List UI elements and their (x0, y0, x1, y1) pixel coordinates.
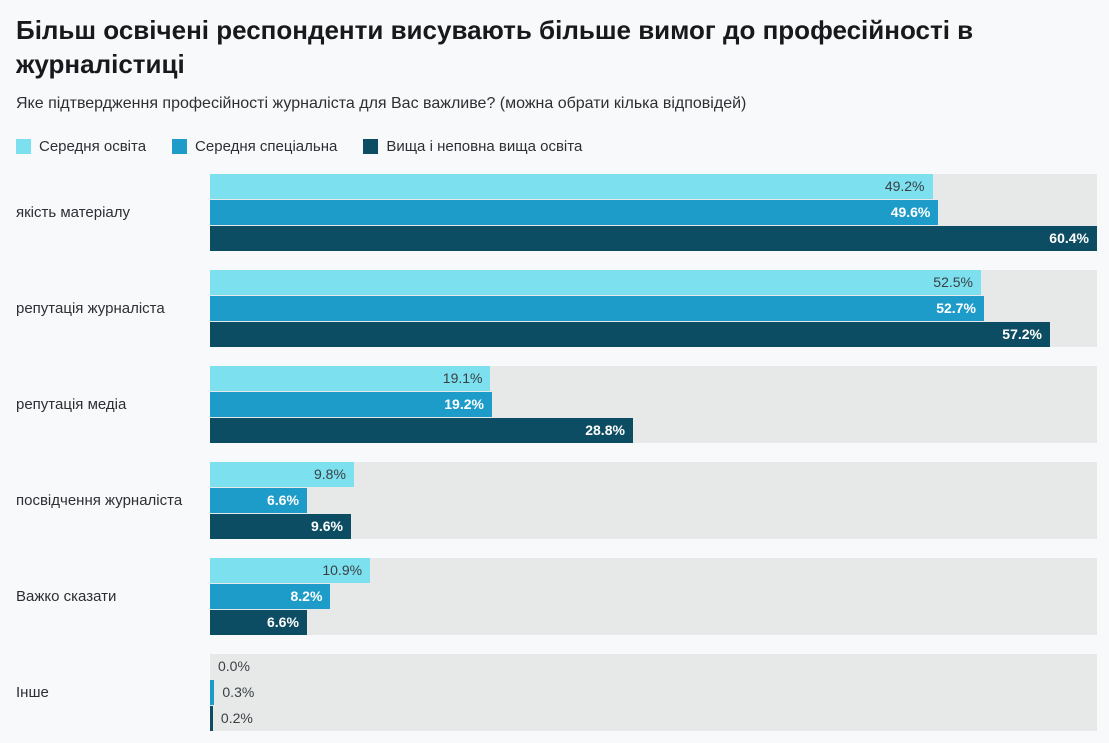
chart-row-group: Важко сказати 10.9% 8.2% 6.6% (16, 557, 1097, 635)
value-label: 49.2% (884, 178, 925, 195)
bar-track: 0.0% 0.3% 0.2% (210, 653, 1097, 731)
bar-row: 9.8% (210, 461, 1097, 487)
bar-track: 9.8% 6.6% 9.6% (210, 461, 1097, 539)
bar-row: 0.2% (210, 705, 1097, 731)
chart-row-group: якість матеріалу 49.2% 49.6% 60.4% (16, 173, 1097, 251)
category-label: Важко сказати (16, 587, 117, 605)
bar-row: 0.0% (210, 654, 1097, 679)
bar-row: 8.2% (210, 583, 1097, 609)
bar-segment (210, 679, 215, 705)
value-label: 0.2% (220, 710, 253, 727)
bar-chart: якість матеріалу 49.2% 49.6% 60.4% репутація… (16, 173, 1097, 731)
chart-row-group: посвідчення журналіста 9.8% 6.6% 9.6% (16, 461, 1097, 539)
bar-row: 28.8% (210, 417, 1097, 443)
category-label: Інше (16, 683, 49, 701)
value-label: 8.2% (290, 588, 323, 605)
value-label: 9.6% (311, 518, 343, 535)
bar-segment: 9.6% (210, 513, 351, 539)
bar-row: 60.4% (210, 225, 1097, 251)
category-label: репутація медіа (16, 395, 127, 413)
value-label: 19.2% (444, 396, 484, 413)
bar-track: 10.9% 8.2% 6.6% (210, 557, 1097, 635)
value-label: 60.4% (1049, 230, 1089, 247)
legend: Середня освіта Середня спеціальна Вища і н… (16, 138, 1097, 155)
bar-segment: 60.4% (210, 225, 1097, 251)
legend-label: Вища і неповна вища освіта (386, 137, 583, 155)
value-label: 6.6% (267, 492, 299, 509)
value-label: 0.3% (222, 684, 255, 701)
value-label: 10.9% (322, 562, 363, 579)
bar-segment: 19.2% (210, 391, 492, 417)
bar-row: 6.6% (210, 609, 1097, 635)
bar-segment: 10.9% (210, 557, 371, 583)
legend-item: Середня спеціальна (172, 138, 337, 155)
bar-segment: 52.7% (210, 295, 984, 321)
value-label: 9.8% (313, 466, 346, 483)
bar-row: 6.6% (210, 487, 1097, 513)
bar-segment: 49.6% (210, 199, 939, 225)
value-label: 28.8% (585, 422, 625, 439)
legend-item: Середня освіта (16, 138, 146, 155)
value-label: 49.6% (890, 204, 931, 221)
bar-track: 19.1% 19.2% 28.8% (210, 365, 1097, 443)
legend-label: Середня освіта (39, 137, 147, 155)
value-label: 6.6% (267, 614, 299, 631)
chart-header: Більш освічені респонденти висувають біл… (16, 14, 1097, 155)
legend-item: Вища і неповна вища освіта (363, 138, 582, 155)
legend-label: Середня спеціальна (195, 137, 338, 155)
bar-segment: 49.2% (210, 173, 933, 199)
bar-row: 57.2% (210, 321, 1097, 347)
bar-row: 52.5% (210, 269, 1097, 295)
bar-row: 52.7% (210, 295, 1097, 321)
bar-segment: 8.2% (210, 583, 331, 609)
category-label: посвідчення журналіста (16, 491, 183, 509)
chart-row-group: Інше 0.0% 0.3% 0.2% (16, 653, 1097, 731)
bar-row: 49.6% (210, 199, 1097, 225)
page-title: Більш освічені респонденти висувають біл… (16, 15, 974, 79)
chart-row-group: репутація медіа 19.1% 19.2% 28.8% (16, 365, 1097, 443)
value-label: 19.1% (442, 370, 483, 387)
bar-segment: 28.8% (210, 417, 633, 443)
legend-swatch-icon (172, 138, 188, 154)
category-label: репутація журналіста (16, 299, 165, 317)
bar-segment: 6.6% (210, 487, 307, 513)
bar-row: 10.9% (210, 557, 1097, 583)
bar-row: 19.2% (210, 391, 1097, 417)
chart-subtitle: Яке підтвердження професійності журналіс… (16, 94, 747, 112)
bar-segment: 57.2% (210, 321, 1050, 347)
value-label: 52.7% (936, 300, 976, 317)
bar-row: 49.2% (210, 173, 1097, 199)
bar-segment: 9.8% (210, 461, 354, 487)
bar-segment: 6.6% (210, 609, 307, 635)
chart-row-group: репутація журналіста 52.5% 52.7% 57.2% (16, 269, 1097, 347)
value-label: 57.2% (1002, 326, 1042, 343)
bar-row: 9.6% (210, 513, 1097, 539)
legend-swatch-icon (363, 138, 379, 154)
bar-segment (210, 705, 213, 731)
bar-track: 52.5% 52.7% 57.2% (210, 269, 1097, 347)
bar-track: 49.2% 49.6% 60.4% (210, 173, 1097, 251)
legend-swatch-icon (16, 138, 31, 154)
value-label: 52.5% (933, 274, 973, 291)
bar-row: 0.3% (210, 679, 1097, 705)
bar-segment: 19.1% (210, 365, 491, 391)
value-label: 0.0% (218, 658, 250, 675)
category-label: якість матеріалу (16, 203, 131, 221)
bar-row: 19.1% (210, 365, 1097, 391)
bar-segment: 52.5% (210, 269, 981, 295)
